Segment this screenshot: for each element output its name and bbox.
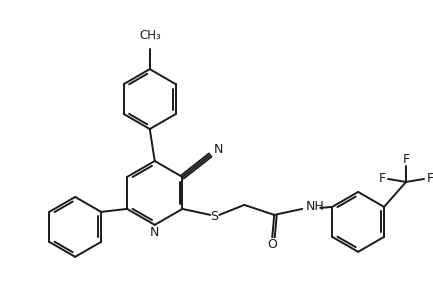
Text: CH₃: CH₃ (139, 29, 161, 42)
Text: F: F (427, 172, 433, 185)
Text: F: F (378, 172, 386, 185)
Text: NH: NH (306, 200, 325, 214)
Text: F: F (402, 153, 410, 167)
Text: O: O (267, 238, 277, 251)
Text: N: N (213, 142, 223, 156)
Text: S: S (210, 210, 218, 223)
Text: N: N (150, 226, 159, 239)
